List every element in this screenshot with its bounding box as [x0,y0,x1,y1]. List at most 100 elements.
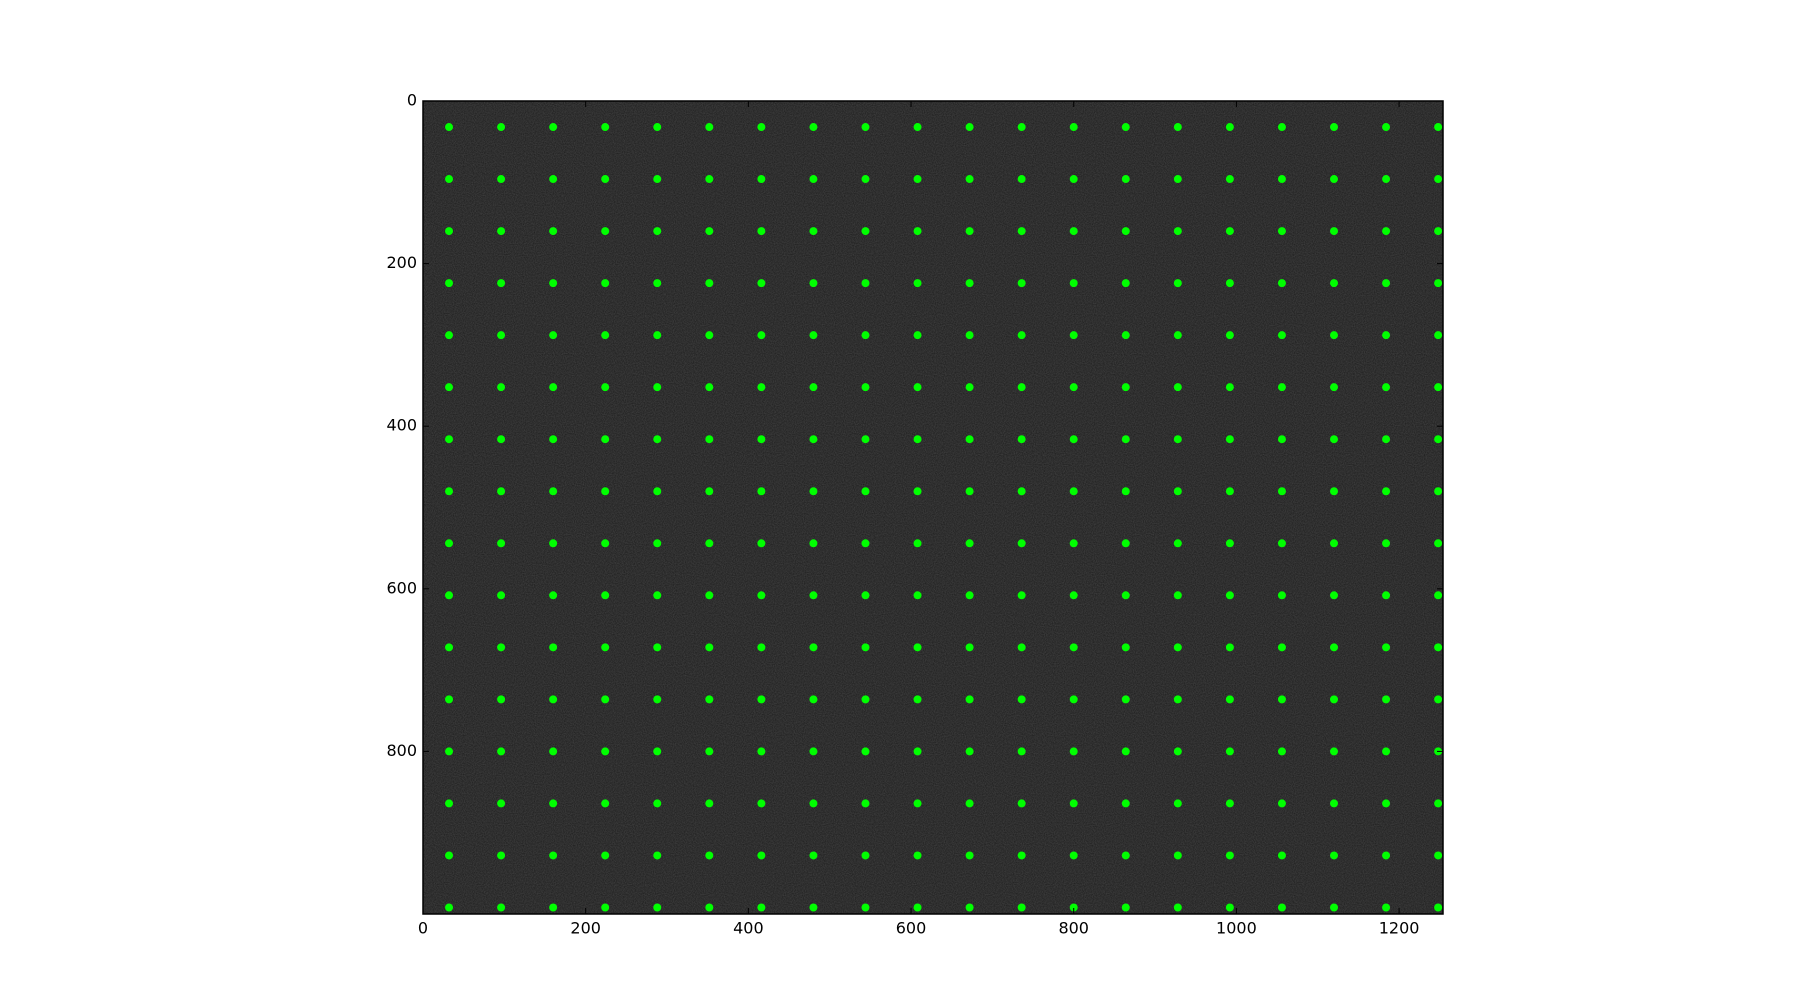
point [1173,591,1182,600]
point [1382,175,1391,184]
point [1330,175,1339,184]
point [1121,435,1130,444]
point [1173,643,1182,652]
point [1017,487,1026,496]
point [549,279,558,288]
point [1382,695,1391,704]
point [965,123,974,132]
point [1069,175,1078,184]
y-tick-label: 800 [386,741,417,760]
point [913,331,922,340]
point [1277,487,1286,496]
point [1173,279,1182,288]
point [445,695,454,704]
point [653,227,662,236]
point [601,175,610,184]
point [653,851,662,860]
point [653,383,662,392]
point [809,539,818,548]
point [1277,123,1286,132]
point [861,435,870,444]
point [705,435,714,444]
point [913,539,922,548]
point [861,175,870,184]
point [1330,279,1339,288]
point [1434,383,1443,392]
point [1173,539,1182,548]
point [1277,591,1286,600]
point [705,227,714,236]
point [1382,383,1391,392]
point [1434,487,1443,496]
point [1277,331,1286,340]
point [497,487,506,496]
point [861,903,870,912]
point [1382,799,1391,808]
point [653,591,662,600]
point [549,643,558,652]
point [913,591,922,600]
point [549,695,558,704]
point [653,435,662,444]
point [965,175,974,184]
point [861,851,870,860]
point [861,227,870,236]
point [1330,331,1339,340]
point [809,487,818,496]
point [1330,539,1339,548]
point [1017,695,1026,704]
point [809,435,818,444]
point [1225,227,1234,236]
y-tick-label: 0 [407,91,417,110]
point [1330,903,1339,912]
point [653,539,662,548]
point [1225,383,1234,392]
point [1225,591,1234,600]
point [1069,799,1078,808]
point [965,851,974,860]
point [549,591,558,600]
point [757,487,766,496]
point [1069,539,1078,548]
point [1173,851,1182,860]
point [1277,435,1286,444]
point [1330,123,1339,132]
point [1121,487,1130,496]
x-tick-label: 600 [896,919,927,938]
point [497,227,506,236]
point [653,175,662,184]
point [601,383,610,392]
point [1173,331,1182,340]
point [1434,903,1443,912]
point [1173,487,1182,496]
point [913,383,922,392]
point [861,331,870,340]
point [1225,695,1234,704]
point [1225,331,1234,340]
point [913,279,922,288]
point [601,851,610,860]
point [1382,851,1391,860]
point [809,695,818,704]
point [1277,175,1286,184]
point [861,799,870,808]
point [1330,851,1339,860]
point [705,123,714,132]
point [1225,435,1234,444]
point [1121,279,1130,288]
point [653,695,662,704]
point [861,279,870,288]
point [1121,383,1130,392]
point [965,227,974,236]
point [1069,747,1078,756]
point [601,747,610,756]
point [757,695,766,704]
point [757,383,766,392]
point [913,643,922,652]
point [653,279,662,288]
point [809,903,818,912]
point [705,383,714,392]
point [965,383,974,392]
point [549,851,558,860]
point [549,383,558,392]
